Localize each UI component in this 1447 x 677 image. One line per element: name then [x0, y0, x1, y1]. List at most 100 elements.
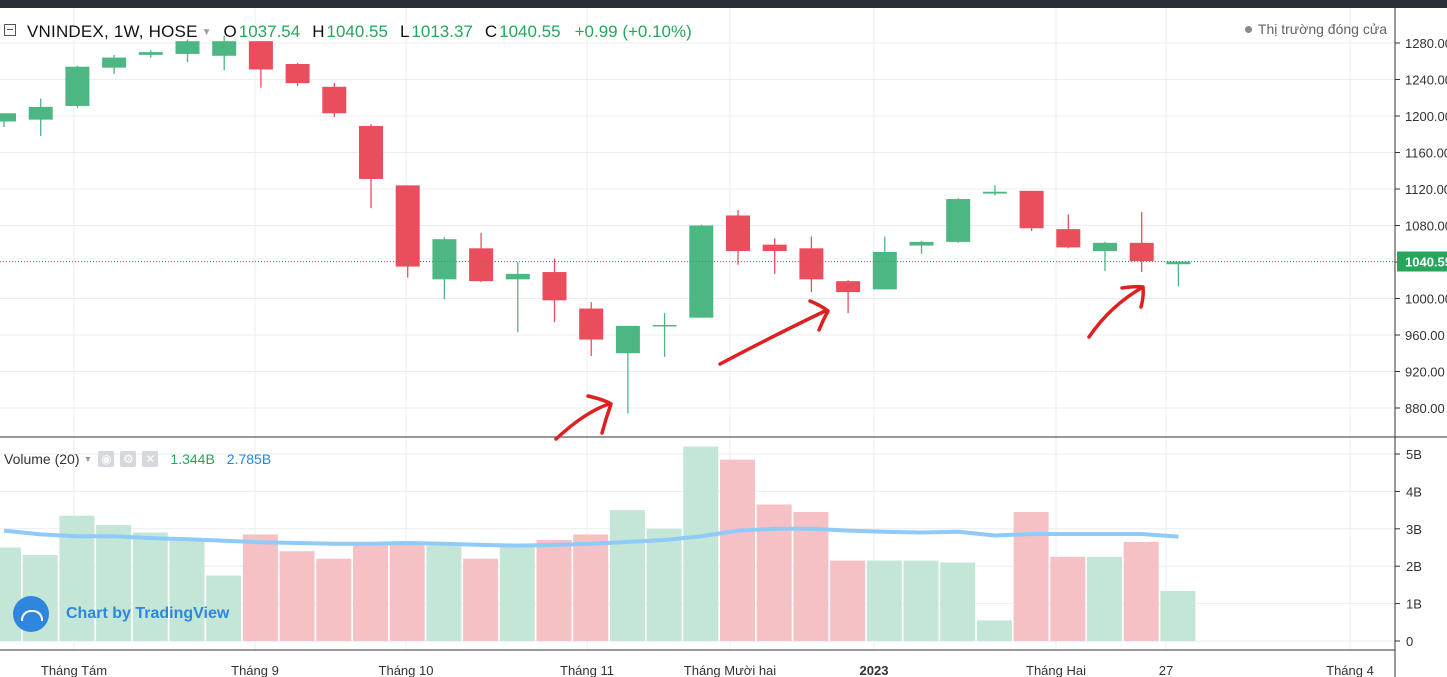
market-status-label: Thị trường đóng cửa [1257, 21, 1387, 37]
price-tick-label: 880.00 [1405, 401, 1445, 416]
close-label: C [484, 22, 498, 41]
chevron-down-icon[interactable]: ▼ [83, 454, 93, 464]
volume-bar [903, 560, 939, 641]
candle-body [359, 126, 383, 179]
volume-bar [1160, 590, 1196, 641]
symbol-title[interactable]: VNINDEX, 1W, HOSE [27, 22, 198, 41]
time-axis-label: Tháng 9 [231, 663, 279, 677]
candle-body [248, 41, 273, 70]
time-axis-label: Tháng Mười hai [684, 663, 776, 677]
annotation-arrow [718, 299, 830, 366]
time-axis-label: Tháng Tám [41, 663, 107, 677]
candle-body [799, 248, 824, 280]
price-tick-label: 1120.00 [1405, 182, 1447, 197]
price-tick-label: 1280.00 [1405, 36, 1447, 51]
tradingview-branding[interactable]: Chart by TradingView [13, 596, 229, 632]
volume-tick-label: 5B [1406, 447, 1422, 462]
volume-bar [1087, 556, 1122, 641]
candle-body [982, 191, 1007, 194]
price-tick-label: 1200.00 [1405, 109, 1447, 124]
candle-body [395, 185, 420, 267]
eye-icon[interactable]: ◉ [98, 451, 115, 467]
gear-icon[interactable]: ⚙ [120, 451, 137, 467]
time-axis-label: Tháng 11 [560, 663, 614, 677]
volume-bar [279, 551, 315, 641]
candle-body [836, 281, 861, 293]
annotation-arrow [554, 394, 613, 441]
volume-bar [463, 558, 499, 641]
volume-bar [573, 534, 609, 641]
change-value: +0.99 (+0.10%) [574, 22, 692, 41]
candle-body [946, 199, 971, 242]
candle-body [762, 244, 787, 252]
candle-body [652, 324, 677, 327]
last-price-label: 1040.55 [1405, 254, 1447, 269]
candle-body [469, 248, 494, 282]
candle-body [138, 52, 163, 55]
tradingview-logo-icon [13, 596, 49, 632]
last-price-badge [1397, 251, 1447, 272]
candle-body [1093, 242, 1117, 252]
volume-bar [756, 504, 792, 641]
status-dot-icon [1244, 25, 1252, 33]
price-tick-label: 1000.00 [1405, 292, 1447, 307]
volume-tick-label: 2B [1406, 559, 1422, 574]
volume-bar [646, 528, 682, 641]
candle-body [689, 225, 714, 318]
volume-tick-label: 0 [1406, 634, 1413, 649]
volume-bar [389, 541, 425, 641]
volume-ma-line [3, 526, 1179, 548]
candle-body [1166, 261, 1191, 265]
candle-body [1056, 229, 1081, 248]
candle-body [872, 251, 897, 290]
candle-body [175, 41, 200, 54]
candle-body [322, 86, 347, 114]
candle-body [285, 63, 310, 84]
candle-body [0, 113, 16, 122]
chevron-down-icon[interactable]: ▼ [201, 26, 212, 38]
time-axis-label: Tháng 4 [1326, 663, 1374, 677]
volume-bar [96, 525, 132, 641]
volume-bar [169, 540, 205, 641]
market-status: Thị trường đóng cửa [1244, 21, 1387, 37]
volume-bar [536, 540, 572, 641]
branding-label: Chart by TradingView [66, 605, 230, 622]
volume-bar [353, 543, 388, 641]
open-value: 1037.54 [238, 22, 301, 41]
volume-bar [426, 545, 462, 641]
volume-bar [1050, 556, 1086, 641]
price-tick-label: 1160.00 [1405, 146, 1447, 161]
candle-body [1019, 190, 1044, 229]
volume-bar [1013, 511, 1049, 641]
candle-body [1129, 242, 1154, 262]
volume-value: 1.344B [170, 451, 215, 467]
candle-body [615, 325, 640, 354]
candle-body [579, 308, 604, 340]
time-axis-label: Tháng 10 [379, 663, 434, 677]
volume-ma-value: 2.785B [226, 451, 272, 467]
close-icon[interactable]: ✕ [142, 451, 159, 467]
annotation-arrow [1087, 284, 1145, 339]
candle-body [909, 241, 934, 246]
price-tick-label: 960.00 [1405, 328, 1445, 343]
candle-body [505, 273, 530, 280]
time-axis-label: Tháng Hai [1026, 663, 1086, 677]
price-tick-label: 1240.00 [1405, 73, 1447, 88]
volume-title[interactable]: Volume (20) [4, 451, 80, 467]
open-label: O [223, 22, 237, 41]
candle-body [432, 239, 457, 280]
candle-body [542, 272, 567, 301]
candle-body [28, 106, 53, 120]
candle-body [65, 66, 90, 106]
volume-bar [683, 446, 719, 641]
volume-bar [976, 620, 1012, 641]
price-tick-label: 1080.00 [1405, 219, 1447, 234]
candle-body [726, 215, 750, 252]
close-value: 1040.55 [499, 22, 561, 41]
volume-bar [609, 510, 645, 641]
time-axis-label: 2023 [860, 663, 889, 677]
collapse-legend-button[interactable] [4, 24, 16, 36]
volume-bar [499, 543, 535, 641]
